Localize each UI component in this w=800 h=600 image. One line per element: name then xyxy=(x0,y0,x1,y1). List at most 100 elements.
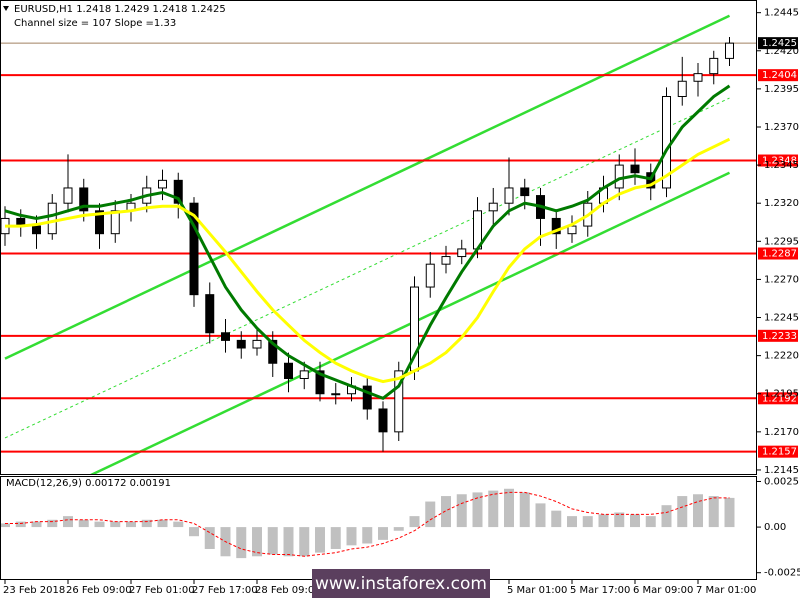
candle-body xyxy=(441,256,451,265)
x-tick-label: 5 Mar 01:00 xyxy=(507,585,567,596)
chart-subtitle: Channel size = 107 Slope =1.33 xyxy=(14,18,176,29)
y-tick-label: 0.0025 xyxy=(764,476,799,487)
moving-average xyxy=(5,137,731,384)
candle-body xyxy=(504,187,514,204)
macd-bar xyxy=(330,527,341,549)
macd-bar xyxy=(441,496,451,528)
candle-body xyxy=(205,294,215,334)
candle-body xyxy=(63,187,73,204)
y-tick-label: 1.2420 xyxy=(764,46,799,57)
candle-body xyxy=(315,370,325,395)
macd-bar xyxy=(47,519,58,528)
macd-bar xyxy=(252,527,262,557)
candle-body xyxy=(520,187,530,197)
y-tick-label: 1.2445 xyxy=(764,8,799,19)
candle-body xyxy=(47,202,57,235)
level-label: 1.2404 xyxy=(762,70,797,81)
level-label-box xyxy=(758,329,798,342)
candle-body xyxy=(299,370,309,379)
macd-bar xyxy=(630,514,640,528)
candle-body xyxy=(488,202,498,212)
candle-body xyxy=(189,202,199,296)
candle-body xyxy=(551,217,561,235)
macd-bar xyxy=(110,521,121,528)
macd-bar xyxy=(425,501,436,528)
macd-bar xyxy=(157,519,168,528)
macd-bar xyxy=(661,505,672,528)
watermark-box xyxy=(312,569,490,598)
y-tick-label: 1.2345 xyxy=(764,160,799,171)
x-tick-label: 23 Feb 2018 xyxy=(3,585,65,596)
candle-body xyxy=(630,164,640,174)
macd-bar xyxy=(693,494,703,528)
macd-bar xyxy=(456,494,467,528)
macd-bar xyxy=(315,527,325,553)
macd-bar xyxy=(535,503,546,528)
title-arrow xyxy=(3,6,9,11)
candle-body xyxy=(693,73,703,82)
x-tick-label: 6 Mar 09:00 xyxy=(633,585,693,596)
level-label: 1.2287 xyxy=(762,249,797,260)
macd-bar xyxy=(141,519,152,528)
x-tick-label: 5 Mar 17:00 xyxy=(570,585,630,596)
channel-line xyxy=(4,97,730,439)
candle-body xyxy=(725,42,734,59)
level-label-box xyxy=(758,392,798,405)
candle-body xyxy=(79,187,89,212)
y-tick-label: -0.0025 xyxy=(764,568,800,579)
macd-bar xyxy=(393,527,404,531)
macd-bar xyxy=(378,527,388,540)
candle-body xyxy=(284,362,293,379)
signal-line xyxy=(5,491,730,557)
macd-bar xyxy=(63,516,73,528)
macd-bar xyxy=(0,523,10,528)
candle-body xyxy=(158,179,167,189)
level-label-box xyxy=(758,69,798,82)
y-tick-label: 0.00 xyxy=(764,522,786,533)
last-price-box xyxy=(758,37,798,50)
macd-bar xyxy=(567,516,577,528)
macd-bar xyxy=(299,527,310,557)
candle-body xyxy=(677,80,687,98)
candle-body xyxy=(614,164,624,189)
candle-body xyxy=(95,210,104,235)
candle-body xyxy=(709,57,719,75)
macd-title: MACD(12,26,9) 0.00172 0.00191 xyxy=(6,478,171,489)
overlay: 1.2404 1.2348 1.2287 1.2233 1.2192 1.2157 1.24… xyxy=(3,8,800,596)
macd-bar xyxy=(173,521,184,528)
x-tick-label: 28 Feb 09:00 xyxy=(255,585,321,596)
macd-bar xyxy=(504,488,514,528)
candle-body xyxy=(110,210,120,235)
candle-body xyxy=(362,385,372,410)
candle-body xyxy=(221,332,230,341)
candle-body xyxy=(268,339,278,364)
macd-bar xyxy=(362,527,373,544)
candle-body xyxy=(173,179,183,204)
x-tick-label: 27 Feb 17:00 xyxy=(192,585,258,596)
macd-bar xyxy=(204,527,215,549)
level-label-box xyxy=(758,247,798,260)
macd-bar xyxy=(708,496,719,528)
candle-body xyxy=(425,263,435,288)
macd-bar xyxy=(346,527,357,546)
y-tick-label: 1.2195 xyxy=(764,389,799,400)
channel-line xyxy=(4,14,731,360)
x-tick-label: 7 Mar 01:00 xyxy=(696,585,756,596)
candle-body xyxy=(32,225,41,235)
macd-bar xyxy=(267,527,278,555)
macd-bar xyxy=(614,512,625,528)
macd-bar xyxy=(645,516,656,528)
macd-bar xyxy=(31,521,42,528)
macd-bar xyxy=(582,516,593,528)
macd-bar xyxy=(94,521,105,528)
price-frame xyxy=(0,0,757,475)
chart-title: EURUSD,H1 1.2418 1.2429 1.2418 1.2425 xyxy=(14,4,226,15)
y-tick-label: 1.2270 xyxy=(764,274,799,285)
y-tick-label: 1.2395 xyxy=(764,84,799,95)
macd-bar xyxy=(598,514,609,528)
macd-bar xyxy=(15,521,26,528)
y-tick-label: 1.2320 xyxy=(764,198,799,209)
channel-line xyxy=(90,171,731,474)
candle-body xyxy=(252,339,262,349)
